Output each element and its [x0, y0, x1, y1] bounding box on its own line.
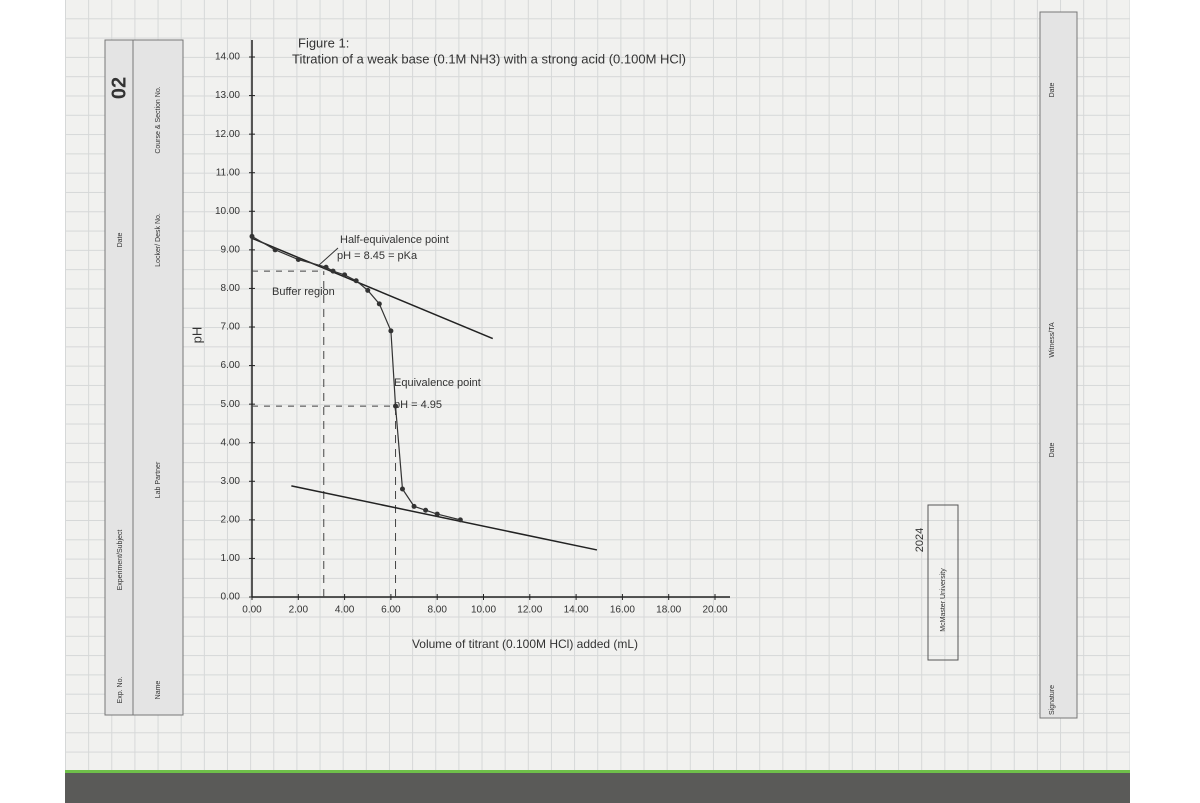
tangent-line — [291, 485, 598, 551]
y-tick-label: 13.00 — [215, 90, 240, 101]
panel-label: Exp. No. — [117, 677, 124, 704]
right-panel — [1039, 11, 1078, 719]
panel-label: Date — [1049, 443, 1056, 458]
x-tick-label: 4.00 — [335, 605, 355, 616]
tangent-line — [251, 237, 494, 340]
data-point — [365, 287, 371, 293]
data-point — [457, 517, 463, 523]
x-axis-label: Volume of titrant (0.100M HCl) added (mL… — [412, 637, 638, 651]
y-tick-label: 10.00 — [215, 206, 240, 217]
annotation: Buffer region — [272, 286, 335, 298]
left-panel — [104, 39, 184, 716]
data-point — [272, 247, 278, 253]
panel-label: Locker/ Desk No. — [155, 213, 162, 267]
chart-title: Figure 1: — [298, 35, 349, 50]
y-tick-label: 4.00 — [221, 437, 241, 448]
y-axis-label: pH — [189, 327, 204, 344]
data-point — [388, 328, 394, 334]
annotation: pH = 4.95 — [394, 399, 442, 411]
x-tick-label: 0.00 — [242, 605, 262, 616]
data-point — [353, 278, 359, 284]
data-point — [376, 301, 382, 307]
annotation: Equivalence point — [394, 377, 481, 389]
data-point — [330, 268, 336, 274]
table-edge — [65, 770, 1130, 803]
stamp-box — [927, 504, 959, 661]
data-point — [399, 486, 405, 492]
notebook-paper — [65, 0, 1130, 770]
data-point — [323, 264, 329, 270]
stamp-text: 2024 — [914, 528, 926, 552]
annotation-arrow — [317, 247, 339, 267]
data-point — [423, 507, 429, 513]
x-tick-label: 8.00 — [427, 605, 447, 616]
x-tick-label: 18.00 — [656, 605, 681, 616]
panel-label: Date — [1049, 83, 1056, 98]
data-point — [434, 511, 440, 517]
data-point — [411, 503, 417, 509]
titration-curve — [251, 235, 461, 521]
y-tick-label: 9.00 — [221, 244, 241, 255]
x-tick-label: 16.00 — [610, 605, 635, 616]
y-tick-label: 5.00 — [221, 399, 241, 410]
stamp-text: McMaster University — [940, 568, 947, 632]
y-tick-label: 3.00 — [221, 476, 241, 487]
panel-label: 02 — [108, 77, 130, 99]
chart-subtitle: Titration of a weak base (0.1M NH3) with… — [292, 51, 686, 66]
panel-label: Date — [117, 233, 124, 248]
x-tick-label: 6.00 — [381, 605, 401, 616]
x-tick-label: 14.00 — [564, 605, 589, 616]
panel-label: Signature — [1049, 685, 1056, 715]
panel-label: Experiment/Subject — [117, 530, 124, 591]
panel-label: Course & Section No. — [155, 86, 162, 153]
x-tick-label: 2.00 — [289, 605, 309, 616]
x-tick-label: 20.00 — [702, 605, 727, 616]
y-tick-label: 0.00 — [221, 592, 241, 603]
data-point — [393, 403, 399, 409]
y-tick-label: 11.00 — [216, 167, 241, 178]
panel-label: Name — [155, 681, 162, 700]
x-tick-label: 12.00 — [517, 605, 542, 616]
y-tick-label: 12.00 — [215, 129, 240, 140]
y-tick-label: 2.00 — [221, 514, 241, 525]
data-point — [295, 257, 301, 262]
y-tick-label: 1.00 — [221, 553, 241, 564]
data-point — [249, 233, 255, 239]
annotation: Half-equivalence point — [340, 234, 449, 246]
y-tick-label: 7.00 — [221, 322, 241, 333]
annotation: pH = 8.45 = pKa — [337, 250, 418, 262]
y-tick-label: 6.00 — [221, 360, 241, 371]
y-tick-label: 14.00 — [215, 52, 240, 63]
y-tick-label: 8.00 — [221, 283, 241, 294]
panel-label: Witness/TA — [1049, 322, 1056, 358]
panel-label: Lab Partner — [155, 461, 162, 498]
data-point — [342, 272, 348, 278]
x-tick-label: 10.00 — [471, 605, 496, 616]
